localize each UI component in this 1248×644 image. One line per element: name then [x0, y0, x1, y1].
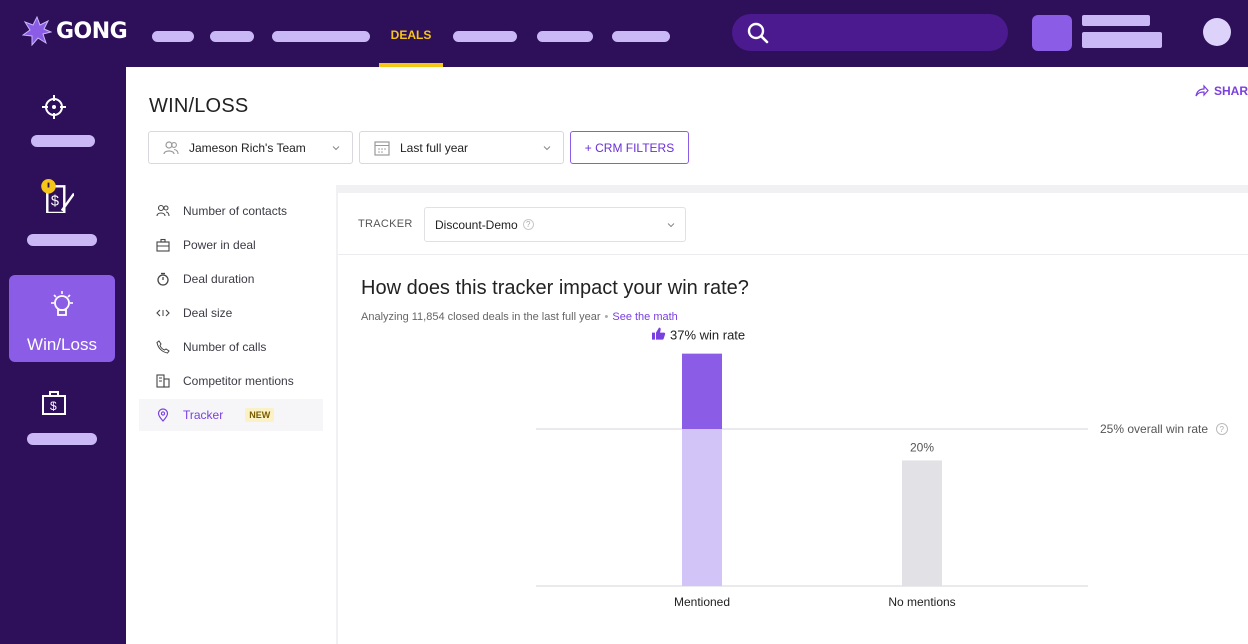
metric-label: Deal size: [183, 306, 233, 320]
phone-icon: [156, 340, 170, 354]
stopwatch-icon: [157, 272, 169, 286]
chart-title: How does this tracker impact your win ra…: [361, 277, 749, 299]
bar-mentioned-base: [682, 429, 722, 586]
top-bar: GONG DEALS: [0, 0, 1248, 67]
crm-filters-button[interactable]: + CRM FILTERS: [570, 131, 689, 164]
money-case-icon[interactable]: $: [40, 389, 68, 417]
avatar[interactable]: [1203, 18, 1231, 46]
rail-item-win-loss[interactable]: Win/Loss: [9, 275, 115, 362]
metric-label: Number of calls: [183, 340, 267, 354]
reference-line-label: 25% overall win rate: [1100, 422, 1208, 436]
logo-text: GONG: [56, 18, 128, 44]
svg-text:$: $: [50, 399, 57, 413]
search-icon[interactable]: [746, 21, 770, 45]
metric-number-of-contacts[interactable]: Number of contacts: [139, 195, 323, 227]
date-filter-value: Last full year: [400, 140, 469, 155]
date-filter-dropdown[interactable]: Last full year: [359, 131, 564, 164]
chevron-down-icon: [543, 146, 551, 151]
target-icon[interactable]: [40, 93, 68, 121]
nav-item-1[interactable]: [152, 31, 194, 42]
page-header: WIN/LOSS SHAR Jameson Rich's Team Last f…: [126, 67, 1248, 185]
chevron-down-icon: [667, 223, 675, 228]
search-input[interactable]: [732, 14, 1008, 51]
metric-label: Number of contacts: [183, 204, 288, 218]
arrows-icon: [156, 309, 170, 317]
metric-power-in-deal[interactable]: Power in deal: [139, 229, 323, 261]
chevron-down-icon: [332, 146, 340, 151]
share-label: SHAR: [1213, 84, 1248, 98]
new-badge: NEW: [245, 408, 275, 422]
user-company-placeholder: [1082, 32, 1162, 48]
nav-item-2[interactable]: [210, 31, 254, 42]
briefcase-icon: [156, 238, 170, 252]
thumbs-up-icon: [652, 327, 666, 340]
tracker-label: TRACKER: [358, 218, 413, 230]
left-rail: $ Win/Loss $: [0, 67, 126, 644]
location-pin-icon: [157, 408, 169, 422]
company-logo[interactable]: [1032, 15, 1072, 51]
metric-deal-duration[interactable]: Deal duration: [139, 263, 323, 295]
help-icon[interactable]: ?: [522, 219, 534, 230]
chart-subtitle: Analyzing 11,854 closed deals in the las…: [361, 311, 678, 323]
nav-item-deals[interactable]: DEALS: [390, 28, 432, 42]
team-icon: [163, 140, 179, 154]
nav-item-5[interactable]: [453, 31, 517, 42]
win-rate-chart: 25% overall win rate ? 37% win rate 20% …: [536, 327, 1228, 609]
nav-item-3[interactable]: [272, 31, 370, 42]
tracker-value: Discount-Demo: [435, 217, 518, 232]
share-button[interactable]: SHAR: [1195, 84, 1248, 98]
bar-mentioned-value-label: 37% win rate: [670, 328, 745, 343]
metrics-list: Number of contacts Power in deal Deal du…: [126, 185, 336, 644]
nav-item-7[interactable]: [612, 31, 670, 42]
nav-item-6[interactable]: [537, 31, 593, 42]
bar-no-mentions-value-label: 20%: [910, 440, 934, 454]
svg-text:?: ?: [1220, 425, 1225, 434]
metric-deal-size[interactable]: Deal size: [139, 297, 323, 329]
metric-tracker[interactable]: Tracker NEW: [139, 399, 323, 431]
calendar-icon: [374, 140, 390, 156]
contacts-icon: [156, 204, 170, 217]
user-name-placeholder: [1082, 15, 1150, 26]
rail-item-4-label[interactable]: [27, 433, 97, 445]
separator-dot: •: [604, 311, 609, 323]
metric-number-of-calls[interactable]: Number of calls: [139, 331, 323, 363]
rail-item-win-loss-label: Win/Loss: [27, 335, 97, 354]
svg-text:$: $: [51, 194, 59, 210]
rail-item-1-label[interactable]: [31, 135, 95, 147]
building-icon: [156, 374, 170, 388]
page-title: WIN/LOSS: [149, 95, 249, 117]
category-label-no-mentions: No mentions: [888, 595, 955, 609]
active-tab-indicator: [379, 63, 443, 67]
tracker-row: TRACKER Discount-Demo ?: [338, 193, 1248, 255]
category-label-mentioned: Mentioned: [674, 595, 730, 609]
team-filter-value: Jameson Rich's Team: [189, 140, 306, 155]
share-icon: [1195, 84, 1209, 97]
bar-mentioned-top: [682, 353, 722, 429]
rail-item-2-label[interactable]: [27, 234, 97, 246]
main-panel: TRACKER Discount-Demo ? How does this tr…: [338, 193, 1248, 644]
tracker-dropdown[interactable]: Discount-Demo ?: [424, 207, 686, 242]
bar-no-mentions: [902, 460, 942, 586]
subtitle-text: Analyzing 11,854 closed deals in the las…: [361, 311, 601, 323]
lightbulb-icon: [51, 291, 73, 316]
team-filter-dropdown[interactable]: Jameson Rich's Team: [148, 131, 353, 164]
metric-label: Power in deal: [183, 238, 256, 252]
see-the-math-link[interactable]: See the math: [612, 311, 678, 323]
deal-document-icon[interactable]: $: [40, 179, 74, 213]
starburst-icon: [22, 16, 52, 46]
metric-label: Tracker: [183, 408, 224, 422]
metric-label: Deal duration: [183, 272, 255, 286]
metric-competitor-mentions[interactable]: Competitor mentions: [139, 365, 323, 397]
gong-logo[interactable]: GONG: [22, 16, 128, 46]
metric-label: Competitor mentions: [183, 374, 294, 388]
reference-help-icon: ?: [1216, 423, 1228, 435]
